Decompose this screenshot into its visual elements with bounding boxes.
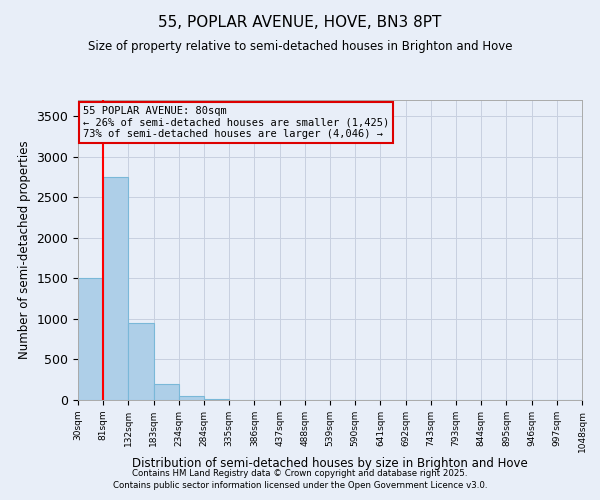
Bar (128, 323, 154, 400)
Bar (78, 278, 103, 400)
Bar (204, 399, 229, 400)
Text: Contains HM Land Registry data © Crown copyright and database right 2025.: Contains HM Land Registry data © Crown c… (132, 468, 468, 477)
X-axis label: Distribution of semi-detached houses by size in Brighton and Hove: Distribution of semi-detached houses by … (132, 458, 528, 470)
Bar (179, 396, 204, 400)
Bar (154, 384, 179, 400)
Text: 55, POPLAR AVENUE, HOVE, BN3 8PT: 55, POPLAR AVENUE, HOVE, BN3 8PT (158, 15, 442, 30)
Bar (103, 177, 128, 400)
Text: Size of property relative to semi-detached houses in Brighton and Hove: Size of property relative to semi-detach… (88, 40, 512, 53)
Y-axis label: Number of semi-detached properties: Number of semi-detached properties (18, 140, 31, 360)
Text: Contains public sector information licensed under the Open Government Licence v3: Contains public sector information licen… (113, 481, 487, 490)
Text: 55 POPLAR AVENUE: 80sqm
← 26% of semi-detached houses are smaller (1,425)
73% of: 55 POPLAR AVENUE: 80sqm ← 26% of semi-de… (83, 106, 389, 139)
